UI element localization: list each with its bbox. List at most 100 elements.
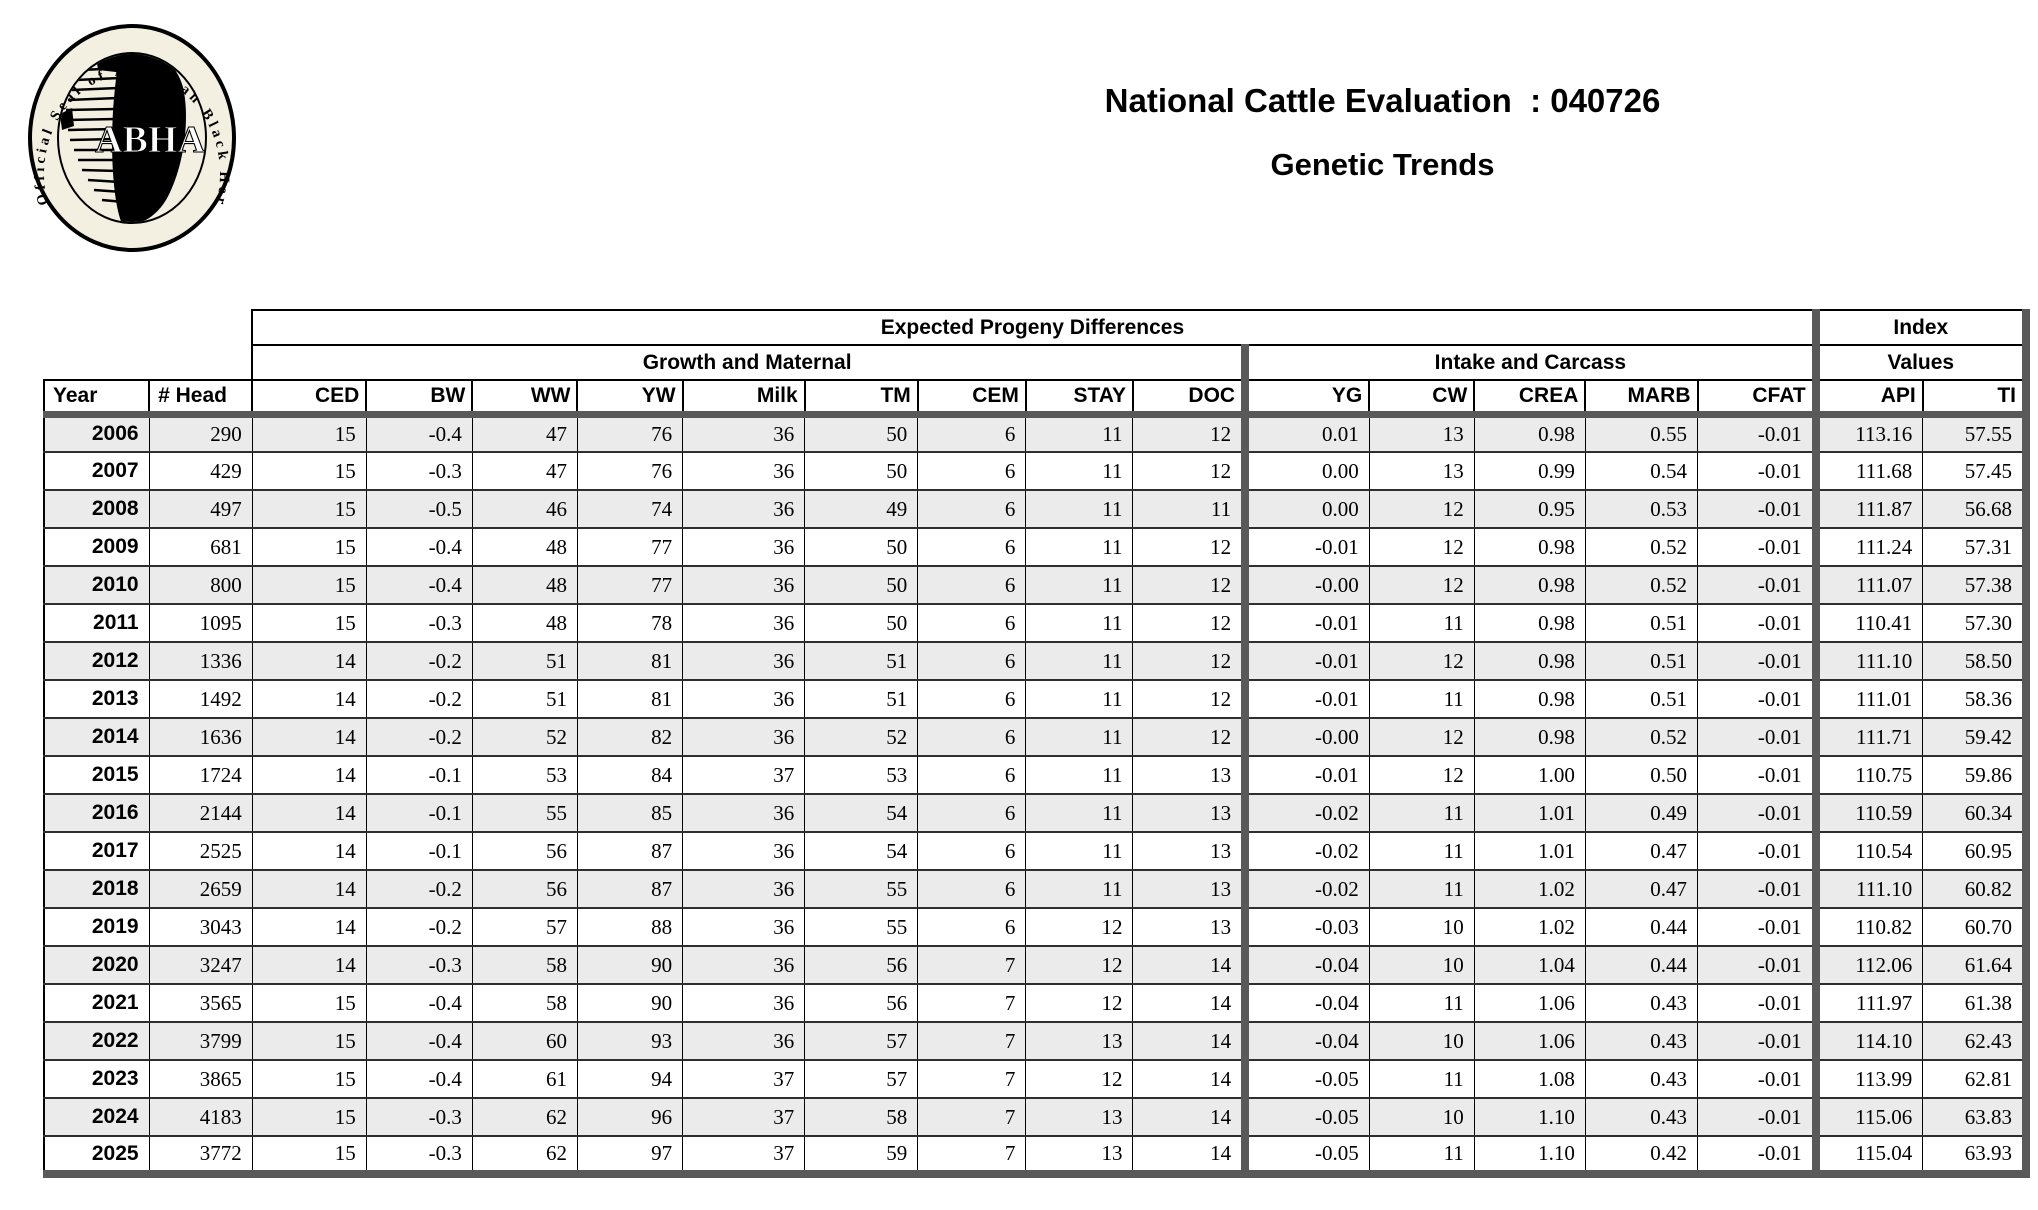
cell-doc: 13 bbox=[1132, 793, 1246, 833]
cell-bw: -0.4 bbox=[365, 565, 473, 605]
cell-year: 2019 bbox=[42, 907, 150, 947]
cell-marb: 0.43 bbox=[1584, 1097, 1699, 1137]
cell-doc: 12 bbox=[1132, 527, 1246, 567]
cell-year: 2025 bbox=[42, 1135, 150, 1178]
cell-ced: 14 bbox=[251, 717, 367, 757]
table-row: 2018 2659 14 -0.2 56 87 36 55 6 11 13 -0.02 11 1.02 0.… bbox=[42, 869, 2031, 909]
cell-ti: 63.93 bbox=[1922, 1135, 2031, 1178]
cell-year: 2021 bbox=[42, 983, 150, 1023]
cell-stay: 11 bbox=[1025, 679, 1134, 719]
cell-marb: 0.44 bbox=[1584, 945, 1699, 985]
cell-cfat: -0.01 bbox=[1696, 1021, 1817, 1061]
table-row: 2021 3565 15 -0.4 58 90 36 56 7 12 14 -0.04 11 1.06 0.… bbox=[42, 983, 2031, 1023]
cell-yg: -0.05 bbox=[1241, 1135, 1370, 1178]
blank-corner bbox=[44, 310, 253, 345]
cell-yw: 77 bbox=[576, 527, 684, 567]
cell-cw: 11 bbox=[1368, 1135, 1475, 1178]
cell-ww: 56 bbox=[471, 869, 578, 909]
cell-cfat: -0.01 bbox=[1696, 831, 1817, 871]
cell-yg: -0.04 bbox=[1241, 1021, 1370, 1061]
page-subtitle: Genetic Trends bbox=[1270, 147, 1495, 182]
cell-marb: 0.44 bbox=[1584, 907, 1699, 947]
column-header-doc: DOC bbox=[1131, 379, 1247, 418]
cell-bw: -0.2 bbox=[365, 717, 473, 757]
cell-ced: 15 bbox=[251, 565, 367, 605]
table-row: 2020 3247 14 -0.3 58 90 36 56 7 12 14 -0.04 10 1.04 0.… bbox=[42, 945, 2031, 985]
cell-stay: 11 bbox=[1025, 489, 1134, 529]
cell-yw: 96 bbox=[576, 1097, 684, 1137]
cell-stay: 11 bbox=[1025, 793, 1134, 833]
cell-bw: -0.3 bbox=[365, 1097, 473, 1137]
cell-cem: 6 bbox=[917, 527, 1027, 567]
cell-head: 3247 bbox=[148, 945, 253, 985]
cell-yg: -0.03 bbox=[1241, 907, 1370, 947]
cell-head: 1724 bbox=[148, 755, 253, 795]
cell-bw: -0.3 bbox=[365, 1135, 473, 1178]
table-row: 2023 3865 15 -0.4 61 94 37 57 7 12 14 -0.05 11 1.08 0.… bbox=[42, 1059, 2031, 1099]
cell-cfat: -0.01 bbox=[1696, 1059, 1817, 1099]
cell-ww: 51 bbox=[471, 641, 578, 681]
cell-api: 111.10 bbox=[1811, 869, 1924, 909]
table-body: 2006 290 15 -0.4 47 76 36 50 6 11 12 0.01 13 0.98 0.55… bbox=[42, 414, 2031, 1178]
cell-ti: 61.64 bbox=[1922, 945, 2031, 985]
group-header-row-1: Expected Progeny Differences Index bbox=[44, 309, 2031, 346]
cell-doc: 11 bbox=[1132, 489, 1246, 529]
cell-api: 111.97 bbox=[1811, 983, 1924, 1023]
cell-yw: 76 bbox=[576, 414, 684, 453]
table-row: 2014 1636 14 -0.2 52 82 36 52 6 11 12 -0.00 12 0.98 0.… bbox=[42, 717, 2031, 757]
cell-yw: 97 bbox=[576, 1135, 684, 1178]
column-header-api: API bbox=[1811, 379, 1924, 418]
cell-head: 1492 bbox=[148, 679, 253, 719]
cell-milk: 36 bbox=[682, 869, 806, 909]
cell-marb: 0.54 bbox=[1584, 451, 1699, 491]
cell-cem: 6 bbox=[917, 414, 1027, 453]
cell-cw: 12 bbox=[1368, 489, 1475, 529]
cell-cw: 12 bbox=[1368, 755, 1475, 795]
cell-crea: 1.06 bbox=[1473, 983, 1586, 1023]
cell-milk: 37 bbox=[682, 755, 806, 795]
cell-head: 1336 bbox=[148, 641, 253, 681]
column-header-cw: CW bbox=[1368, 379, 1476, 418]
cell-stay: 11 bbox=[1025, 755, 1134, 795]
cell-bw: -0.3 bbox=[365, 451, 473, 491]
cell-cem: 6 bbox=[917, 717, 1027, 757]
cell-stay: 11 bbox=[1025, 717, 1134, 757]
cell-crea: 1.02 bbox=[1473, 907, 1586, 947]
cell-ww: 48 bbox=[471, 527, 578, 567]
cell-marb: 0.51 bbox=[1584, 603, 1699, 643]
column-header-milk: Milk bbox=[681, 379, 806, 418]
column-header-year: Year bbox=[42, 379, 151, 418]
cell-bw: -0.2 bbox=[365, 907, 473, 947]
cell-yg: -0.04 bbox=[1241, 945, 1370, 985]
cell-yw: 87 bbox=[576, 869, 684, 909]
cell-ww: 47 bbox=[471, 451, 578, 491]
table-row: 2017 2525 14 -0.1 56 87 36 54 6 11 13 -0.02 11 1.01 0.… bbox=[42, 831, 2031, 871]
cell-head: 3865 bbox=[148, 1059, 253, 1099]
cell-cfat: -0.01 bbox=[1696, 565, 1817, 605]
cell-cfat: -0.01 bbox=[1696, 945, 1817, 985]
cell-doc: 13 bbox=[1132, 907, 1246, 947]
cell-ww: 46 bbox=[471, 489, 578, 529]
cell-bw: -0.1 bbox=[365, 755, 473, 795]
abha-seal-logo: Official Seal of American Black Hereford… bbox=[26, 22, 236, 252]
cell-ti: 57.38 bbox=[1922, 565, 2031, 605]
cell-ti: 58.36 bbox=[1922, 679, 2031, 719]
cell-ti: 57.45 bbox=[1922, 451, 2031, 491]
cell-bw: -0.3 bbox=[365, 603, 473, 643]
cell-tm: 49 bbox=[804, 489, 919, 529]
cell-tm: 57 bbox=[804, 1021, 919, 1061]
cell-marb: 0.52 bbox=[1584, 717, 1699, 757]
cell-tm: 57 bbox=[804, 1059, 919, 1099]
cell-bw: -0.4 bbox=[365, 527, 473, 567]
table-row: 2025 3772 15 -0.3 62 97 37 59 7 13 14 -0.05 11 1.10 0.… bbox=[42, 1135, 2031, 1178]
cell-marb: 0.47 bbox=[1584, 869, 1699, 909]
cell-year: 2013 bbox=[42, 679, 150, 719]
cell-yg: -0.01 bbox=[1241, 641, 1370, 681]
cell-cfat: -0.01 bbox=[1696, 527, 1817, 567]
cell-yw: 82 bbox=[576, 717, 684, 757]
cell-cw: 12 bbox=[1368, 565, 1475, 605]
cell-cw: 10 bbox=[1368, 945, 1475, 985]
cell-api: 115.06 bbox=[1811, 1097, 1924, 1137]
cell-crea: 1.08 bbox=[1473, 1059, 1586, 1099]
cell-tm: 55 bbox=[804, 869, 919, 909]
